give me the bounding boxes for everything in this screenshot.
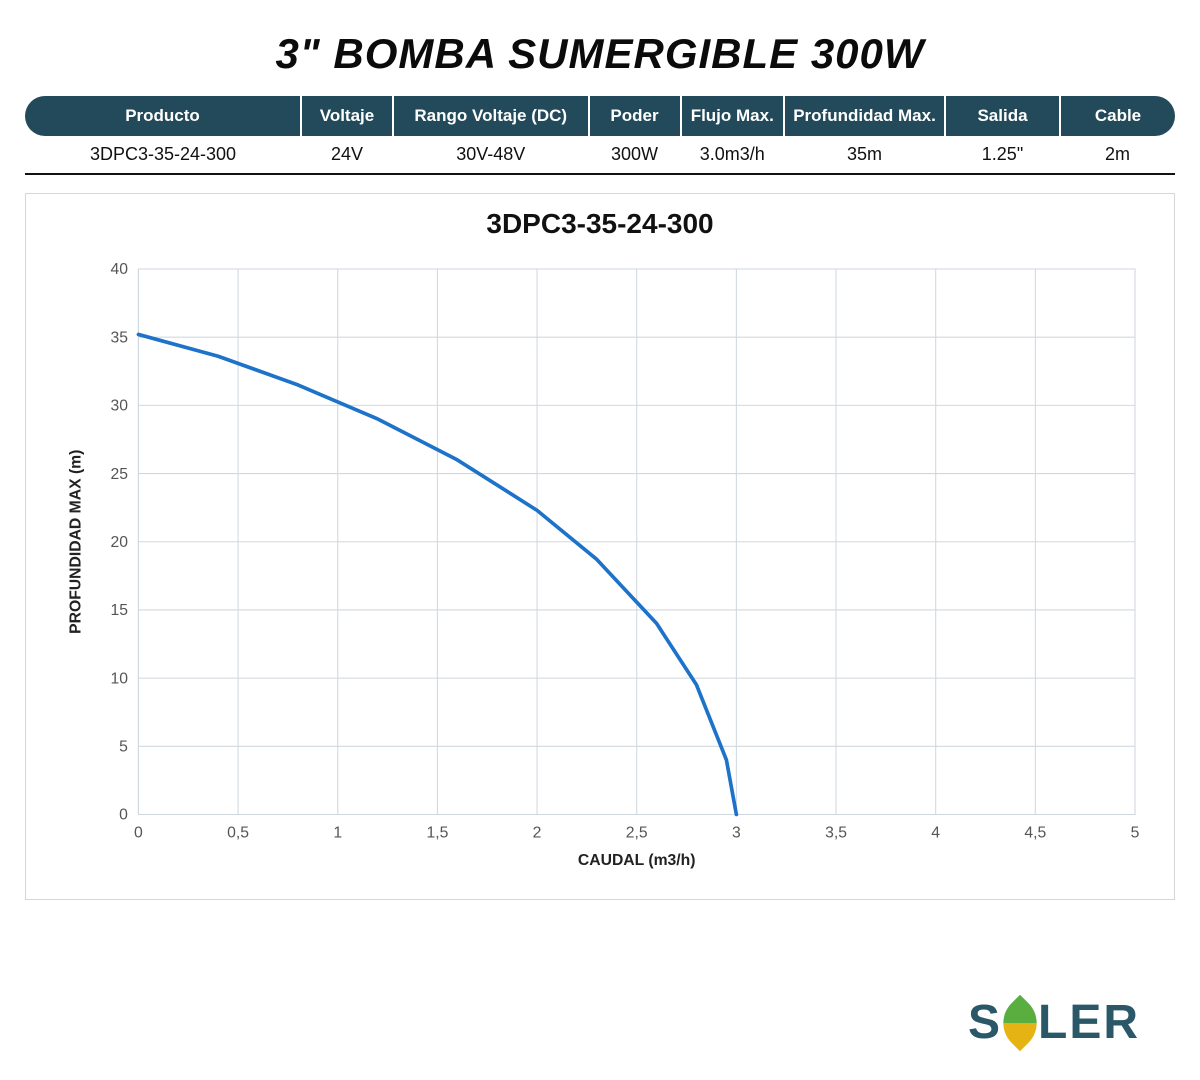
svg-text:30: 30 — [110, 398, 128, 415]
cell: 3.0m3/h — [681, 136, 785, 174]
svg-text:1: 1 — [333, 825, 342, 842]
svg-text:PROFUNDIDAD MAX (m): PROFUNDIDAD MAX (m) — [68, 450, 85, 634]
col-header: Salida — [945, 96, 1060, 136]
svg-text:35: 35 — [110, 329, 128, 346]
svg-text:0: 0 — [134, 825, 143, 842]
cell: 30V-48V — [393, 136, 589, 174]
svg-text:2,5: 2,5 — [626, 825, 648, 842]
svg-text:5: 5 — [119, 739, 128, 756]
svg-text:4,5: 4,5 — [1024, 825, 1046, 842]
svg-text:2: 2 — [533, 825, 542, 842]
performance-chart: 0 0,5 1 1,5 2 2,5 3 3,5 4 4,5 5 0 5 10 15 20 25 30 35 40 CAU… — [44, 248, 1156, 877]
page-title: 3" BOMBA SUMERGIBLE 300W — [25, 30, 1175, 78]
svg-text:4: 4 — [931, 825, 940, 842]
svg-text:20: 20 — [110, 534, 128, 551]
cell: 300W — [589, 136, 681, 174]
cell: 2m — [1060, 136, 1175, 174]
svg-text:15: 15 — [110, 602, 128, 619]
svg-text:10: 10 — [110, 670, 128, 687]
svg-text:40: 40 — [110, 261, 128, 278]
cell: 1.25" — [945, 136, 1060, 174]
cell: 3DPC3-35-24-300 — [25, 136, 301, 174]
svg-text:25: 25 — [110, 466, 128, 483]
logo-text-right: LER — [1038, 995, 1140, 1050]
spec-data-row: 3DPC3-35-24-30024V30V-48V300W3.0m3/h35m1… — [25, 136, 1175, 174]
logo-text-left: S — [968, 995, 1002, 1050]
svg-text:5: 5 — [1131, 825, 1140, 842]
cell: 35m — [784, 136, 945, 174]
svg-text:0,5: 0,5 — [227, 825, 249, 842]
spec-header-row: ProductoVoltajeRango Voltaje (DC)PoderFl… — [25, 96, 1175, 136]
brand-logo: S LER — [968, 995, 1140, 1050]
svg-text:0: 0 — [119, 807, 128, 824]
svg-text:1,5: 1,5 — [426, 825, 448, 842]
col-header: Voltaje — [301, 96, 393, 136]
col-header: Cable — [1060, 96, 1175, 136]
col-header: Flujo Max. — [681, 96, 785, 136]
svg-text:CAUDAL (m3/h): CAUDAL (m3/h) — [578, 852, 696, 869]
svg-text:3: 3 — [732, 825, 741, 842]
col-header: Poder — [589, 96, 681, 136]
col-header: Profundidad Max. — [784, 96, 945, 136]
chart-card: 3DPC3-35-24-300 0 0,5 1 1,5 2 2,5 3 3,5 4 4,5 5 0 5 1… — [25, 193, 1175, 900]
col-header: Producto — [25, 96, 301, 136]
svg-text:3,5: 3,5 — [825, 825, 847, 842]
leaf-icon — [1000, 1003, 1040, 1043]
spec-table: ProductoVoltajeRango Voltaje (DC)PoderFl… — [25, 96, 1175, 175]
chart-title: 3DPC3-35-24-300 — [44, 208, 1156, 240]
col-header: Rango Voltaje (DC) — [393, 96, 589, 136]
cell: 24V — [301, 136, 393, 174]
